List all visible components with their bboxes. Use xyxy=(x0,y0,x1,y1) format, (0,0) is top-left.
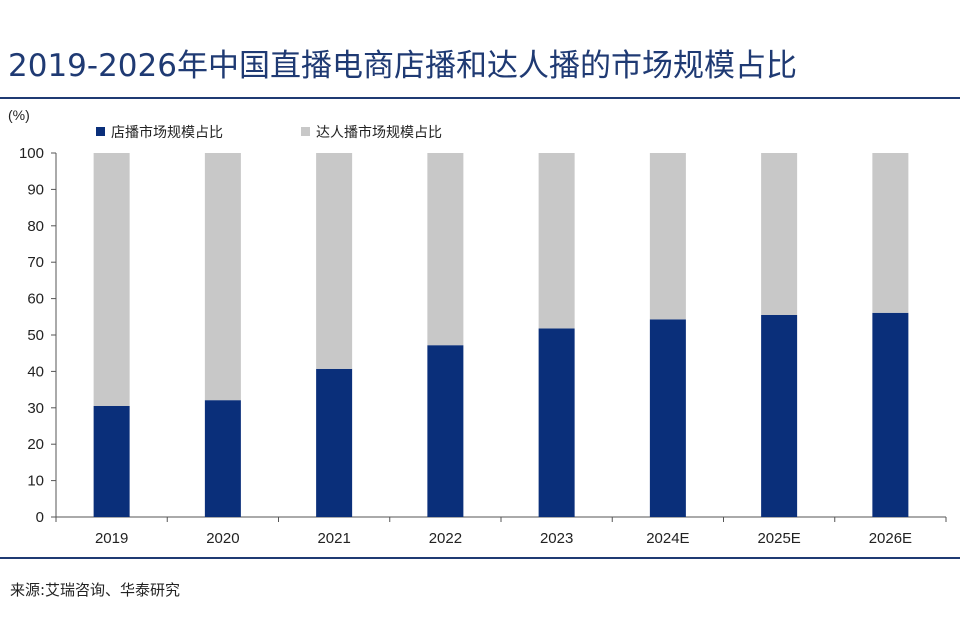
bar-segment-shop-live xyxy=(427,345,464,517)
y-tick-label: 60 xyxy=(27,291,44,308)
y-tick-label: 80 xyxy=(27,218,44,235)
x-tick-label: 2020 xyxy=(206,530,239,547)
y-tick-label: 40 xyxy=(27,363,44,380)
y-tick-label: 100 xyxy=(19,145,44,162)
title-divider xyxy=(0,97,960,99)
x-tick-label: 2025E xyxy=(757,530,800,547)
footer-divider xyxy=(0,557,960,559)
source-note: 来源:艾瑞咨询、华泰研究 xyxy=(10,581,181,599)
bar-segment-shop-live xyxy=(538,328,575,517)
y-tick-label: 20 xyxy=(27,436,44,453)
y-tick-label: 0 xyxy=(36,509,44,526)
bar-segment-shop-live xyxy=(316,368,353,517)
x-tick-label: 2022 xyxy=(429,530,462,547)
x-tick-label: 2026E xyxy=(869,530,912,547)
bar-segment-shop-live xyxy=(761,314,798,517)
bar-segment-influencer-live xyxy=(204,153,241,401)
chart-title: 2019-2026年中国直播电商店播和达人播的市场规模占比 xyxy=(8,48,797,84)
bar-segment-shop-live xyxy=(872,312,909,517)
bar-segment-influencer-live xyxy=(761,153,798,315)
bar-segment-shop-live xyxy=(93,405,130,517)
bar-segment-influencer-live xyxy=(93,153,130,406)
y-axis-unit-label: (%) xyxy=(8,107,30,123)
y-tick-label: 50 xyxy=(27,327,44,344)
legend-label: 达人播市场规模占比 xyxy=(316,124,442,140)
legend-swatch xyxy=(301,127,310,136)
y-tick-label: 70 xyxy=(27,254,44,271)
x-tick-label: 2021 xyxy=(317,530,350,547)
bar-segment-influencer-live xyxy=(316,153,353,369)
x-tick-label: 2024E xyxy=(646,530,689,547)
legend-label: 店播市场规模占比 xyxy=(111,124,223,140)
bar-segment-shop-live xyxy=(204,400,241,517)
bars xyxy=(93,153,909,517)
y-tick-label: 10 xyxy=(27,473,44,490)
bar-segment-influencer-live xyxy=(872,153,909,313)
bar-segment-influencer-live xyxy=(649,153,686,320)
legend-swatch xyxy=(96,127,105,136)
x-tick-label: 2019 xyxy=(95,530,128,547)
bar-segment-influencer-live xyxy=(427,153,464,346)
axes: 0 10 20 30 40 50 60 70 80 90 100 2019 2020 2021 2022 20… xyxy=(19,145,947,547)
x-tick-label: 2023 xyxy=(540,530,573,547)
bar-segment-shop-live xyxy=(649,319,686,517)
y-tick-label: 30 xyxy=(27,400,44,417)
y-tick-label: 90 xyxy=(27,181,44,198)
legend: 店播市场规模占比 达人播市场规模占比 xyxy=(96,124,442,140)
bar-segment-influencer-live xyxy=(538,153,575,329)
